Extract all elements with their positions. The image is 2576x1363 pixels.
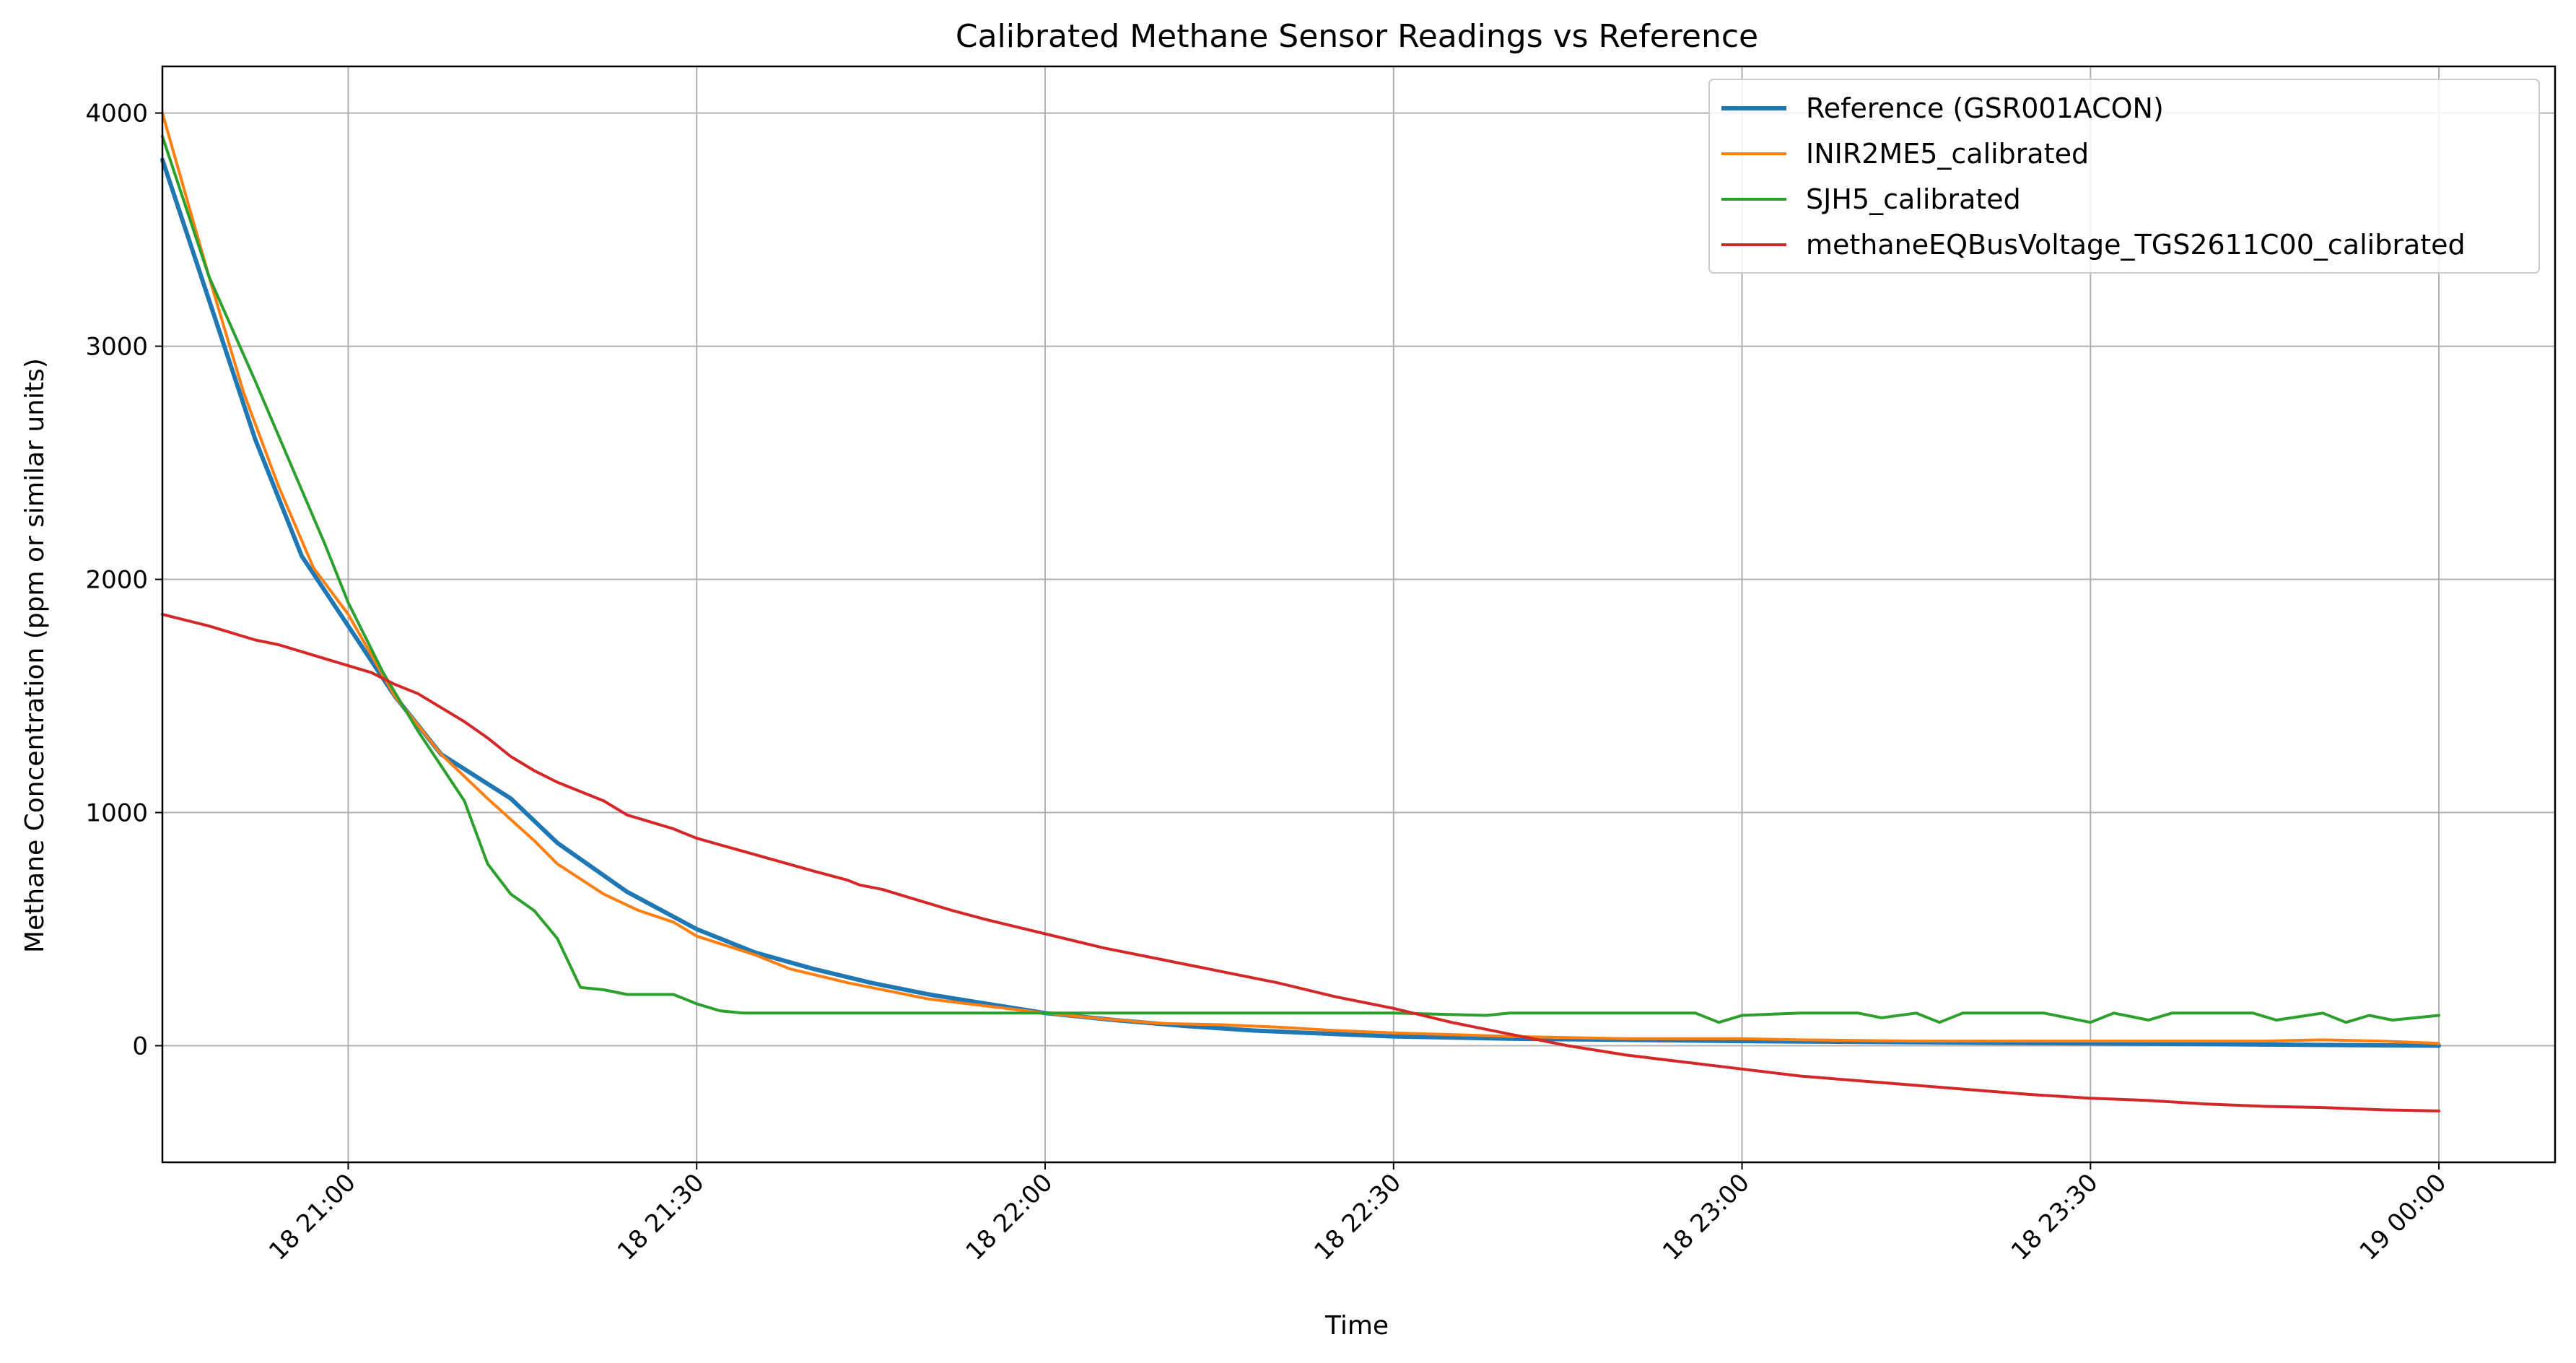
series-line-3 xyxy=(161,134,2441,1024)
y-axis-ticks: 0 1000 2000 3000 4000 xyxy=(85,100,162,1061)
y-tick-label: 4000 xyxy=(85,100,148,129)
x-axis-title: Time xyxy=(1324,1311,1389,1341)
legend-label: INIR2ME5_calibrated xyxy=(1806,138,2089,170)
plot-area-frame xyxy=(161,65,2557,1164)
chart-title: Calibrated Methane Sensor Readings vs Re… xyxy=(956,18,1758,55)
y-axis-title: Methane Concentration (ppm or similar un… xyxy=(20,358,50,953)
legend: Reference (GSR001ACON) INIR2ME5_calibrate… xyxy=(1708,79,2540,274)
grid-lines xyxy=(162,66,2555,1162)
series-lines xyxy=(160,111,2442,1112)
legend-label: methaneEQBusVoltage_TGS2611C00_calibrate… xyxy=(1806,229,2466,261)
y-tick-label: 2000 xyxy=(85,566,148,595)
y-tick-label: 3000 xyxy=(85,333,148,362)
y-tick-label: 1000 xyxy=(85,799,148,828)
y-tick-label: 0 xyxy=(132,1032,148,1061)
series-line-4 xyxy=(161,613,2441,1112)
legend-label: SJH5_calibrated xyxy=(1806,183,2021,215)
series-line-1 xyxy=(160,157,2442,1048)
legend-box xyxy=(1708,79,2540,274)
legend-label: Reference (GSR001ACON) xyxy=(1806,92,2164,124)
